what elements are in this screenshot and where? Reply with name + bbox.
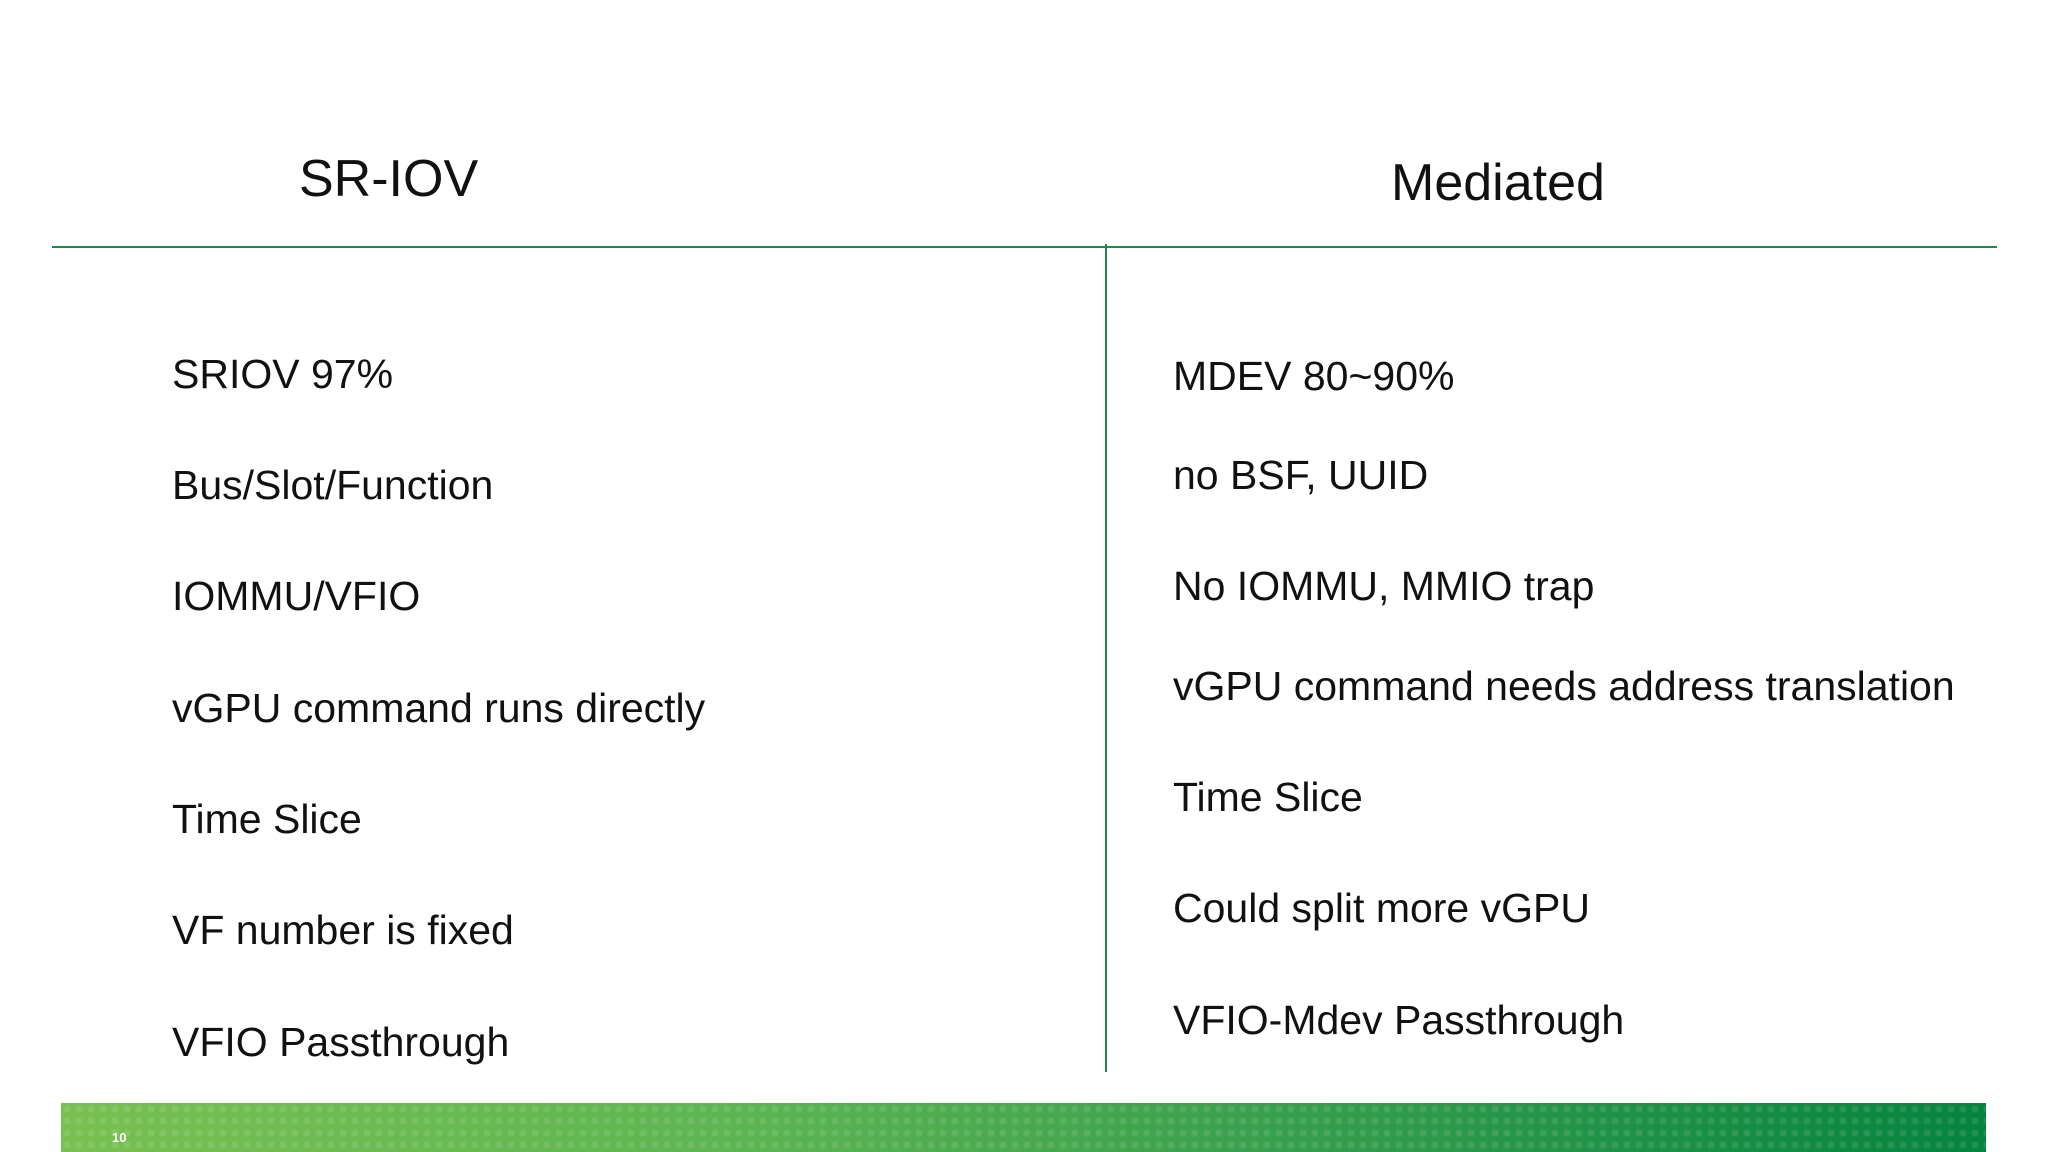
sriov-item-iommu: IOMMU/VFIO — [172, 573, 421, 619]
header-divider-line — [52, 246, 1997, 248]
mediated-column-title: Mediated — [1391, 154, 1605, 212]
mdev-item-mmio-trap: No IOMMU, MMIO trap — [1173, 563, 1595, 609]
column-divider-line — [1105, 244, 1107, 1072]
footer-pattern — [61, 1103, 1986, 1152]
page-number: 10 — [112, 1130, 127, 1145]
sriov-item-bsf: Bus/Slot/Function — [172, 462, 494, 508]
mdev-item-time-slice: Time Slice — [1173, 774, 1363, 820]
mdev-item-split-vgpu: Could split more vGPU — [1173, 885, 1590, 931]
sriov-column-title: SR-IOV — [299, 150, 479, 208]
sriov-item-time-slice: Time Slice — [172, 796, 362, 842]
mdev-item-performance: MDEV 80~90% — [1173, 353, 1455, 399]
mdev-item-passthrough: VFIO-Mdev Passthrough — [1173, 997, 1625, 1043]
sriov-item-passthrough: VFIO Passthrough — [172, 1019, 510, 1065]
sriov-item-vgpu-command: vGPU command runs directly — [172, 685, 706, 731]
footer-bar: 10 — [61, 1103, 1986, 1152]
sriov-item-performance: SRIOV 97% — [172, 351, 394, 397]
sriov-item-vf-number: VF number is fixed — [172, 907, 514, 953]
mdev-item-vgpu-command: vGPU command needs address translation — [1173, 663, 1955, 709]
mdev-item-uuid: no BSF, UUID — [1173, 452, 1429, 498]
